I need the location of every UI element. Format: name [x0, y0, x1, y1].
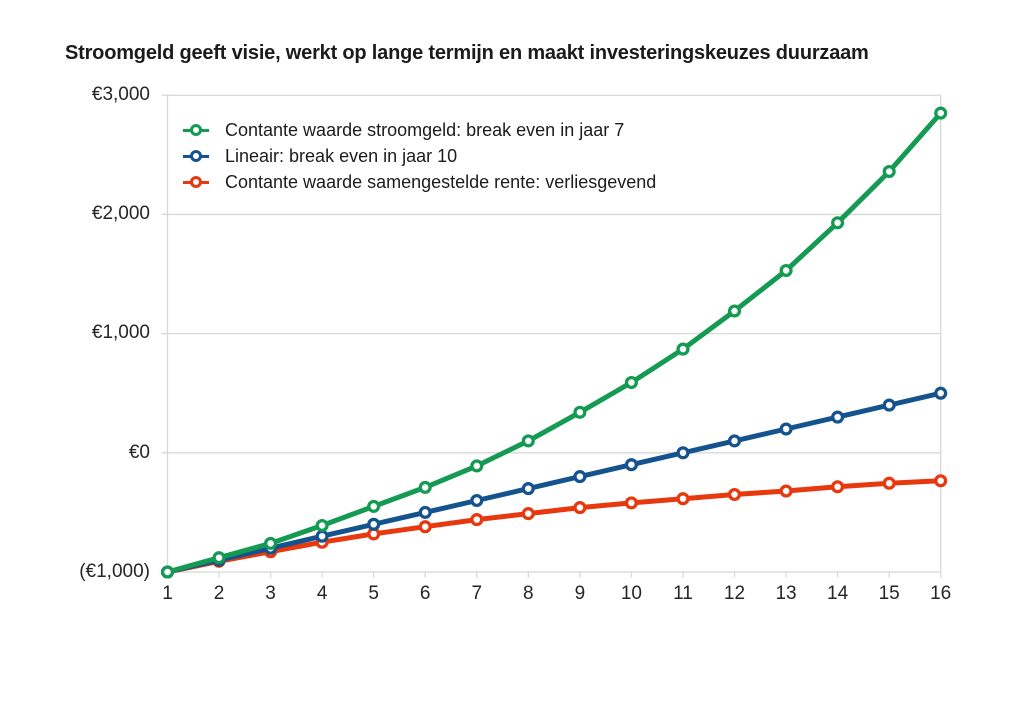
- x-axis-tick-label: 1: [162, 583, 173, 604]
- x-axis-tick-label: 5: [368, 583, 379, 604]
- x-axis-tick-label: 4: [316, 583, 328, 604]
- data-point-marker: [676, 492, 690, 506]
- data-point-marker: [779, 484, 793, 498]
- data-point-marker: [779, 422, 793, 436]
- data-point-marker: [831, 480, 845, 494]
- data-point-marker: [521, 434, 535, 448]
- data-point-marker: [315, 518, 329, 533]
- data-point-marker: [779, 263, 793, 278]
- legend-label: Contante waarde stroomgeld: break even i…: [225, 119, 625, 140]
- data-point-marker: [831, 216, 845, 230]
- x-axis-tick-label: 8: [523, 583, 534, 604]
- data-point-marker: [676, 342, 690, 356]
- data-point-marker: [727, 304, 742, 318]
- y-axis-tick-label: €1,000: [91, 322, 150, 343]
- legend-item-rente: Contante waarde samengestelde rente: ver…: [183, 169, 656, 195]
- series-line: [165, 478, 944, 575]
- data-point-marker: [521, 482, 535, 496]
- data-point-marker: [367, 499, 381, 513]
- data-point-marker: [418, 505, 432, 519]
- legend-item-stroomgeld: Contante waarde stroomgeld: break even i…: [183, 117, 656, 143]
- series-line: [165, 390, 944, 575]
- legend-marker-blue-icon: [183, 143, 209, 169]
- x-axis-tick-label: 2: [213, 583, 225, 604]
- data-point-marker: [727, 487, 742, 502]
- data-point-marker: [934, 386, 948, 400]
- x-axis-tick-label: 11: [673, 583, 693, 604]
- y-axis-tick-label: €2,000: [91, 203, 150, 224]
- x-axis-tick-label: 13: [775, 583, 797, 604]
- legend-item-lineair: Lineair: break even in jaar 10: [183, 143, 656, 169]
- y-axis-tick-label: €0: [128, 442, 150, 463]
- series-line: [165, 110, 944, 575]
- data-point-marker: [573, 405, 587, 419]
- legend-label: Contante waarde samengestelde rente: ver…: [225, 171, 657, 192]
- data-point-marker: [418, 520, 432, 534]
- x-axis-tick-label: 9: [574, 583, 586, 604]
- data-point-marker: [934, 474, 948, 488]
- legend-label: Lineair: break even in jaar 10: [225, 145, 458, 166]
- y-axis-tick-label: (€1,000): [79, 561, 150, 582]
- x-axis-tick-label: 16: [930, 583, 952, 604]
- y-axis-tick-label: €3,000: [91, 84, 150, 105]
- x-axis-tick-label: 15: [878, 583, 900, 604]
- data-point-marker: [212, 551, 226, 565]
- data-point-marker: [573, 501, 587, 515]
- x-axis-tick-label: 10: [620, 583, 642, 604]
- x-axis-tick-label: 7: [471, 583, 483, 604]
- data-point-marker: [727, 434, 742, 448]
- data-point-marker: [367, 517, 381, 531]
- data-point-marker: [470, 459, 484, 473]
- data-point-marker: [264, 536, 278, 550]
- data-point-marker: [160, 565, 175, 579]
- chart-title: Stroomgeld geeft visie, werkt op lange t…: [65, 42, 869, 64]
- data-point-marker: [573, 470, 587, 484]
- data-point-marker: [882, 398, 896, 412]
- data-point-marker: [470, 493, 484, 508]
- data-point-marker: [521, 507, 535, 521]
- data-point-marker: [882, 164, 896, 179]
- x-axis-tick-label: 12: [723, 583, 746, 604]
- data-point-marker: [676, 446, 690, 460]
- data-point-marker: [470, 513, 484, 527]
- data-point-marker: [418, 480, 432, 494]
- chart-legend: Contante waarde stroomgeld: break even i…: [183, 117, 656, 195]
- legend-marker-green-icon: [183, 117, 209, 143]
- x-axis-tick-label: 6: [419, 583, 431, 604]
- data-point-marker: [934, 106, 948, 120]
- legend-marker-red-icon: [183, 169, 209, 195]
- data-point-marker: [624, 458, 638, 472]
- data-point-marker: [315, 529, 329, 543]
- x-axis-tick-label: 3: [265, 583, 276, 604]
- x-axis-tick-label: 14: [827, 583, 849, 604]
- data-point-marker: [624, 496, 638, 510]
- data-point-marker: [624, 375, 638, 390]
- data-point-marker: [882, 476, 896, 490]
- data-point-marker: [831, 410, 845, 424]
